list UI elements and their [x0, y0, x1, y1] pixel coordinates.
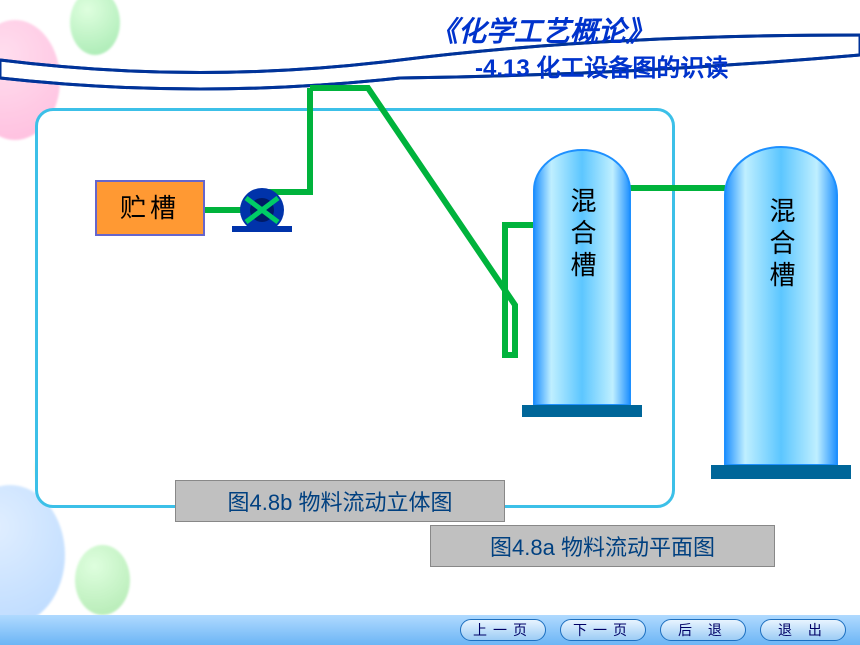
next-button[interactable]: 下一页: [560, 619, 646, 641]
tank-text: 贮槽: [120, 193, 180, 223]
page-subtitle: -4.13 化工设备图的识读: [475, 48, 728, 83]
footer-nav: 上一页 下一页 后 退 退 出: [0, 615, 860, 645]
caption-4-8b: 图4.8b 物料流动立体图: [175, 480, 505, 522]
balloon-decoration: [75, 545, 130, 615]
storage-tank-label: 贮槽: [95, 180, 205, 236]
caption-4-8a: 图4.8a 物料流动平面图: [430, 525, 775, 567]
exit-button[interactable]: 退 出: [760, 619, 846, 641]
slide-header: 《化学工艺概论》 -4.13 化工设备图的识读: [0, 0, 860, 95]
back-button[interactable]: 后 退: [660, 619, 746, 641]
page-title: 《化学工艺概论》: [430, 10, 654, 50]
prev-button[interactable]: 上一页: [460, 619, 546, 641]
diagram-frame: [35, 108, 675, 508]
